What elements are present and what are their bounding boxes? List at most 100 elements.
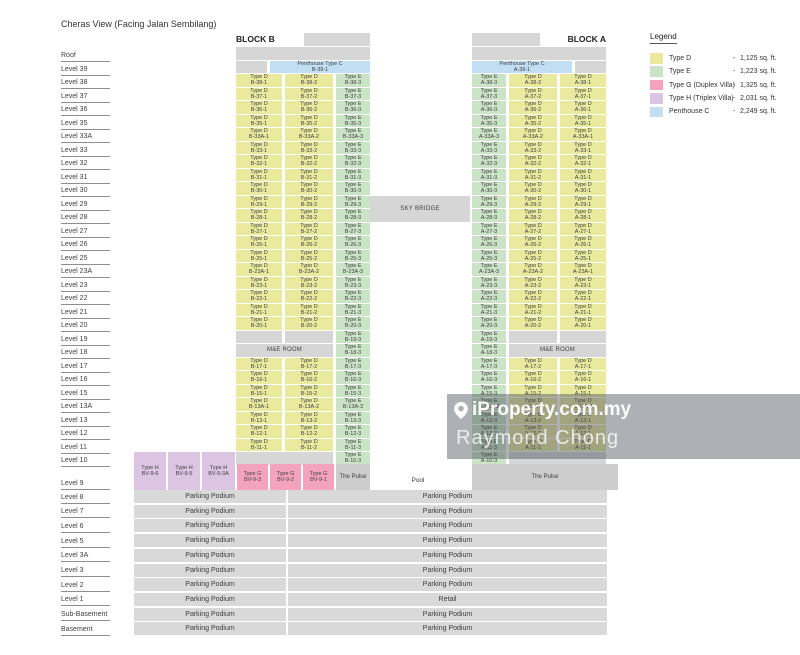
unit-number: B-17-2 <box>300 363 318 370</box>
unit-type: Type D <box>250 303 268 310</box>
unit-number: B-35-1 <box>250 120 268 127</box>
service-bar <box>236 452 333 465</box>
unit-type: Type D <box>300 290 318 297</box>
unit-cell: Type D B-20-1 <box>236 317 282 330</box>
unit-type: Type D <box>524 222 542 229</box>
unit-number: B-35-3 <box>344 120 362 127</box>
unit-type: Type D <box>250 141 268 148</box>
unit-cell: Type E B-37-3 <box>336 87 370 100</box>
level-label: Level 8 <box>61 491 110 504</box>
unit-cell: Type D B-22-2 <box>285 290 333 303</box>
unit-number: B-36-1 <box>250 107 268 114</box>
unit-type: Type E <box>480 222 498 229</box>
unit-number: A-12-1 <box>574 431 592 438</box>
unit-type: Type D <box>300 398 318 405</box>
unit-number: B-11-1 <box>250 444 268 451</box>
unit-cell: Type D B-38-1 <box>236 74 282 87</box>
unit-cell: Type D A-33A-2 <box>509 128 557 141</box>
unit-number: A-16-3 <box>480 377 498 384</box>
unit-number: A-38-2 <box>524 80 542 87</box>
unit-type: Type E <box>344 303 362 310</box>
level-label: Level 38 <box>61 76 110 89</box>
unit-cell: Type D B-31-2 <box>285 168 333 181</box>
unit-number: B-37-1 <box>250 93 268 100</box>
level-label: Level 1 <box>61 593 110 607</box>
unit-number: B-25-1 <box>250 255 268 262</box>
unit-type: Type D <box>574 87 592 94</box>
podium-left-box: Parking Podium <box>134 607 286 621</box>
unit-type: Type D <box>300 74 318 81</box>
unit-cell: Type D B-21-2 <box>285 303 333 316</box>
unit-type: Type D <box>250 276 268 283</box>
unit-number: A-23-3 <box>480 282 498 289</box>
unit-cell: Type D A-27-2 <box>509 222 557 235</box>
unit-cell: Type E A-33-3 <box>472 141 506 154</box>
watermark-agent: Raymond Chong <box>456 427 620 449</box>
unit-type: Type G <box>309 470 328 477</box>
unit-cell: Type D B-35-1 <box>236 114 282 127</box>
unit-cell: Type E A-32-3 <box>472 155 506 168</box>
unit-type: Type E <box>480 344 498 351</box>
level-label: Level 11 <box>61 441 110 454</box>
unit-cell: Type E A-31-3 <box>472 168 506 181</box>
unit-type: Type D <box>524 263 542 270</box>
level-label: Level 6 <box>61 520 110 533</box>
unit-number: B-28-1 <box>250 215 268 222</box>
unit-cell: Type E A-20-3 <box>472 317 506 330</box>
legend-title: Legend <box>650 32 677 44</box>
unit-type: Type E <box>480 128 498 135</box>
unit-type: Type E <box>480 263 498 270</box>
level-label: Level 15 <box>61 387 110 400</box>
unit-cell: Type D A-32-1 <box>560 155 606 168</box>
unit-number: B-27-1 <box>250 228 268 235</box>
unit-number: B-25-2 <box>300 255 318 262</box>
level-label: Level 16 <box>61 373 110 386</box>
unit-cell: Type D A-22-2 <box>509 290 557 303</box>
unit-number: A-11-1 <box>574 444 592 451</box>
legend-size-value: 1,223 sq. ft. <box>740 68 777 76</box>
unit-type: Type E <box>344 155 362 162</box>
level-label: Level 13A <box>61 400 110 413</box>
unit-number: A-13A-2 <box>522 404 544 411</box>
unit-type: Type E <box>344 222 362 229</box>
unit-cell: Type D A-16-1 <box>560 371 606 384</box>
unit-number: A-35-3 <box>480 120 498 127</box>
unit-number: B-15-2 <box>300 390 318 397</box>
unit-number: A-16-2 <box>524 377 542 384</box>
unit-number: B-26-2 <box>300 242 318 249</box>
unit-cell: Type E B-28-3 <box>336 209 370 222</box>
legend-swatch <box>650 93 663 104</box>
unit-type: Type E <box>344 263 362 270</box>
unit-type: Type D <box>250 263 268 270</box>
unit-cell: Type E A-33A-3 <box>472 128 506 141</box>
unit-cell: Type E A-12-3 <box>472 425 506 438</box>
unit-cell: Type E A-23-3 <box>472 276 506 289</box>
unit-type: Type D <box>250 168 268 175</box>
unit-cell: Type E B-25-3 <box>336 249 370 262</box>
the-pulse-label: The Pulse <box>339 473 367 480</box>
unit-type: Type E <box>344 330 362 337</box>
legend-item: Penthouse C -2,249 sq. ft. <box>650 106 795 118</box>
level-label: Level 39 <box>61 63 110 76</box>
unit-type: Type E <box>344 74 362 81</box>
legend-dash: - <box>733 81 736 89</box>
unit-number: A-11-3 <box>480 444 498 451</box>
podium-left-box: Parking Podium <box>134 622 286 636</box>
unit-cell: Type D A-38-2 <box>509 74 557 87</box>
unit-cell: Type E A-23A-3 <box>472 263 506 276</box>
unit-number: BV-9-2 <box>277 476 294 483</box>
level-label: Level 25 <box>61 252 110 265</box>
unit-number: A-39-1 <box>513 66 531 73</box>
unit-type: Type D <box>524 114 542 121</box>
unit-cell: Type D B-25-2 <box>285 249 333 262</box>
unit-cell: Type D B-16-2 <box>285 371 333 384</box>
unit-type: Type E <box>344 236 362 243</box>
unit-cell: Type E B-23-3 <box>336 276 370 289</box>
unit-type: Type E <box>344 101 362 108</box>
unit-number: B-21-2 <box>300 309 318 316</box>
unit-type: Type E <box>480 236 498 243</box>
unit-type: Type D <box>250 371 268 378</box>
unit-cell: Type D A-17-1 <box>560 357 606 370</box>
unit-number: B-13A-3 <box>342 404 364 411</box>
unit-number: A-20-2 <box>524 323 542 330</box>
